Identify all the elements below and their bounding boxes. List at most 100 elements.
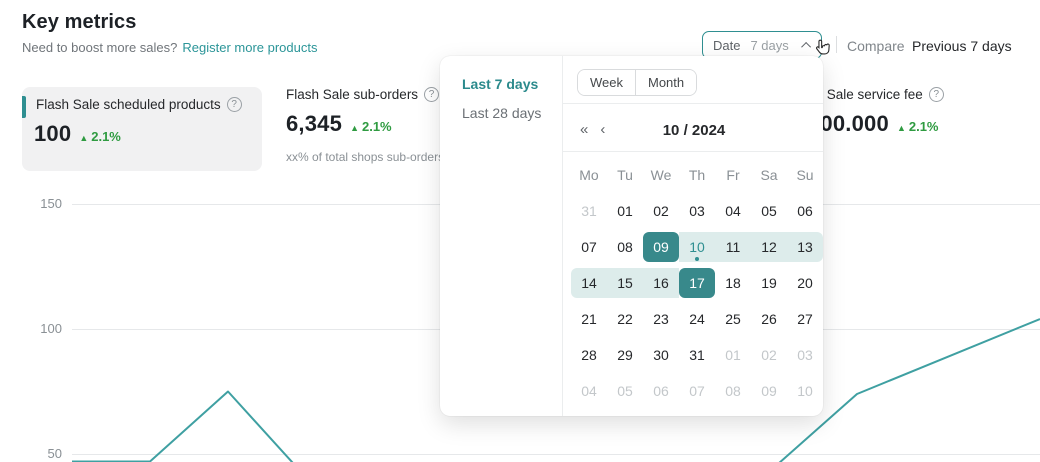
preset-last-28-days[interactable]: Last 28 days xyxy=(462,105,542,121)
help-icon[interactable]: ? xyxy=(424,87,440,102)
card-label: Flash Sale service fee xyxy=(790,87,923,102)
calendar-grid: Mo Tu We Th Fr Sa Su 31 01 02 03 04 05 06 07 08 09 10 11 12… xyxy=(571,160,823,406)
date-picker-popup: Last 7 days Last 28 days Week Month « ‹ … xyxy=(440,56,823,416)
calendar-divider-bottom xyxy=(562,151,823,152)
month-year-label: 10 / 2024 xyxy=(662,121,726,139)
calendar-day-31[interactable]: 31 xyxy=(689,347,705,363)
prev-month-icon[interactable]: ‹ xyxy=(600,121,606,138)
date-dropdown-value: 7 days xyxy=(750,37,789,53)
calendar-day-10[interactable]: 10 xyxy=(679,232,715,262)
calendar-day-05[interactable]: 05 xyxy=(761,203,777,219)
help-icon[interactable]: ? xyxy=(226,97,242,112)
prev-year-icon[interactable]: « xyxy=(580,121,589,138)
page-title: Key metrics xyxy=(22,11,137,33)
weekday-header-row: Mo Tu We Th Fr Sa Su xyxy=(571,160,823,190)
calendar-day-24[interactable]: 24 xyxy=(689,311,705,327)
weekday-label-tu: Tu xyxy=(617,167,633,183)
calendar-day-08[interactable]: 08 xyxy=(617,239,633,255)
y-axis-tick-50: 50 xyxy=(47,446,62,461)
calendar-day-01[interactable]: 01 xyxy=(617,203,633,219)
card-label: Flash Sale sub-orders xyxy=(286,87,419,102)
register-more-products-link[interactable]: Register more products xyxy=(182,40,318,55)
calendar-day-14[interactable]: 14 xyxy=(571,268,607,298)
calendar-day-04[interactable]: 04 xyxy=(581,383,597,399)
calendar-day-12[interactable]: 12 xyxy=(751,232,787,262)
calendar-day-28[interactable]: 28 xyxy=(581,347,597,363)
subtitle-text: Need to boost more sales? xyxy=(22,40,178,55)
calendar-day-27[interactable]: 27 xyxy=(797,311,813,327)
calendar-day-02[interactable]: 02 xyxy=(653,203,669,219)
calendar-day-01[interactable]: 01 xyxy=(725,347,741,363)
card-delta: ▲ 2.1% xyxy=(896,119,939,134)
calendar-week-row-4: 21 22 23 24 25 26 27 xyxy=(571,304,823,334)
calendar-week-row-1: 31 01 02 03 04 05 06 xyxy=(571,196,823,226)
controls-divider xyxy=(836,36,837,53)
arrow-up-icon: ▲ xyxy=(79,133,89,143)
weekday-label-su: Su xyxy=(796,167,814,183)
calendar-day-30[interactable]: 30 xyxy=(653,347,669,363)
previous-period-label[interactable]: Previous 7 days xyxy=(912,38,1012,54)
calendar-week-row-6: 04 05 06 07 08 09 10 xyxy=(571,376,823,406)
calendar-week-row-2: 07 08 09 10 11 12 13 xyxy=(571,232,823,262)
calendar-day-06[interactable]: 06 xyxy=(653,383,669,399)
month-toggle-button[interactable]: Month xyxy=(635,70,697,95)
calendar-week-row-3: 14 15 16 17 18 19 20 xyxy=(571,268,823,298)
y-axis-tick-150: 150 xyxy=(40,196,62,211)
calendar-day-13[interactable]: 13 xyxy=(787,232,823,262)
help-icon[interactable]: ? xyxy=(928,87,944,102)
subtitle: Need to boost more sales? Register more p… xyxy=(22,40,318,55)
card-note: xx% of total shops sub-orders xyxy=(286,150,445,164)
metric-card-scheduled-products[interactable]: Flash Sale scheduled products ? 100 ▲ 2.1… xyxy=(22,87,262,171)
card-value: 6,345 xyxy=(286,111,343,136)
calendar-day-07[interactable]: 07 xyxy=(581,239,597,255)
calendar-day-25[interactable]: 25 xyxy=(725,311,741,327)
card-delta: ▲ 2.1% xyxy=(79,129,121,144)
calendar-day-31[interactable]: 31 xyxy=(581,203,597,219)
calendar-day-10[interactable]: 10 xyxy=(797,383,813,399)
calendar-day-07[interactable]: 07 xyxy=(689,383,705,399)
compare-button[interactable]: Compare xyxy=(847,38,905,54)
y-axis-tick-100: 100 xyxy=(40,321,62,336)
weekday-label-mo: Mo xyxy=(579,167,599,183)
calendar-day-09[interactable]: 09 xyxy=(761,383,777,399)
date-dropdown-label: Date xyxy=(713,37,741,53)
card-delta: ▲ 2.1% xyxy=(350,119,392,134)
calendar-day-16[interactable]: 16 xyxy=(643,268,679,298)
view-toggle: Week Month xyxy=(577,69,698,96)
metric-card-sub-orders[interactable]: Flash Sale sub-orders ? 6,345 ▲ 2.1% xx% … xyxy=(286,87,444,164)
calendar-divider-top xyxy=(562,103,823,104)
week-toggle-button[interactable]: Week xyxy=(578,70,635,95)
calendar-day-04[interactable]: 04 xyxy=(725,203,741,219)
calendar-day-23[interactable]: 23 xyxy=(653,311,669,327)
calendar-day-03[interactable]: 03 xyxy=(689,203,705,219)
calendar-day-08[interactable]: 08 xyxy=(725,383,741,399)
arrow-up-icon: ▲ xyxy=(350,123,359,133)
calendar-day-18[interactable]: 18 xyxy=(725,275,741,291)
calendar-day-21[interactable]: 21 xyxy=(581,311,597,327)
weekday-label-we: We xyxy=(650,167,672,183)
calendar-day-17[interactable]: 17 xyxy=(679,268,715,298)
date-range-dropdown[interactable]: Date 7 days xyxy=(702,31,822,59)
calendar-nav: « ‹ 10 / 2024 xyxy=(580,118,808,142)
calendar-day-22[interactable]: 22 xyxy=(617,311,633,327)
mouse-cursor-hand-icon xyxy=(816,39,830,55)
calendar-day-26[interactable]: 26 xyxy=(761,311,777,327)
calendar-day-05[interactable]: 05 xyxy=(617,383,633,399)
card-value: 100 xyxy=(34,121,72,146)
calendar-day-09[interactable]: 09 xyxy=(643,232,679,262)
card-label: Flash Sale scheduled products xyxy=(36,97,221,112)
metric-card-service-fee[interactable]: Flash Sale service fee ? 200.000 ▲ 2.1% xyxy=(790,87,1030,137)
chevron-up-icon xyxy=(801,41,812,52)
calendar-day-11[interactable]: 11 xyxy=(715,232,751,262)
calendar-day-03[interactable]: 03 xyxy=(797,347,813,363)
calendar-day-20[interactable]: 20 xyxy=(797,275,813,291)
preset-last-7-days[interactable]: Last 7 days xyxy=(462,76,539,92)
calendar-day-15[interactable]: 15 xyxy=(607,268,643,298)
calendar-day-29[interactable]: 29 xyxy=(617,347,633,363)
calendar-day-06[interactable]: 06 xyxy=(797,203,813,219)
calendar-day-19[interactable]: 19 xyxy=(761,275,777,291)
card-accent-bar xyxy=(22,96,26,118)
weekday-label-th: Th xyxy=(688,167,706,183)
calendar-day-02[interactable]: 02 xyxy=(761,347,777,363)
